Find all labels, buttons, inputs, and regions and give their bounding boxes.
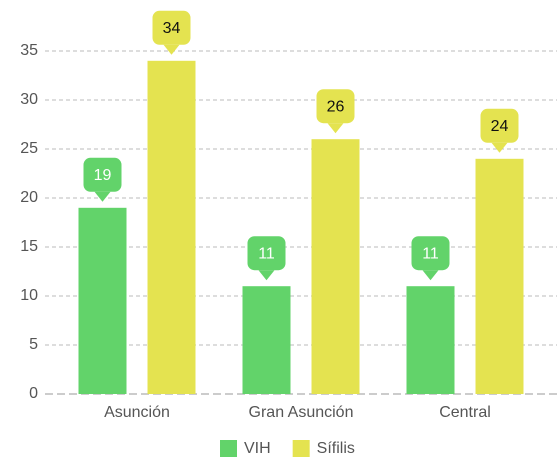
y-tick-label: 35 [20,42,38,59]
data-label-pointer [258,270,275,281]
x-tick-label: Gran Asunción [249,404,354,421]
y-tick-label: 15 [20,238,38,255]
legend-swatch [220,440,237,457]
bar [147,60,196,395]
y-tick-label: 5 [29,336,38,353]
legend-swatch [292,440,310,457]
data-label: 24 [491,118,509,135]
bar [78,207,127,394]
bar [406,286,455,394]
y-tick-label: 0 [29,385,38,402]
data-label-box [316,89,355,124]
data-label-box [152,10,191,45]
data-label: 11 [422,245,439,262]
data-label-pointer [94,191,111,202]
data-label-pointer [491,142,508,153]
x-tick-label: Central [439,404,491,421]
bar [311,139,360,394]
data-label-box [83,157,122,192]
data-label-pointer [422,270,439,281]
legend-label: Sífilis [317,440,355,457]
y-tick-label: 20 [20,189,38,206]
legend-label: VIH [244,440,271,457]
data-label: 26 [327,98,345,115]
data-label-pointer [163,44,180,55]
data-label: 11 [258,245,275,262]
data-label-box [480,108,519,143]
data-label-box [411,236,450,271]
bar [475,158,524,394]
y-tick-label: 10 [20,287,38,304]
y-tick-label: 30 [20,91,38,108]
data-label: 19 [94,167,112,184]
y-tick-label: 25 [20,140,38,157]
x-tick-label: Asunción [104,404,170,421]
data-label-pointer [327,123,344,134]
data-label-box [247,236,286,271]
data-label: 34 [163,20,181,37]
bar [242,286,291,394]
